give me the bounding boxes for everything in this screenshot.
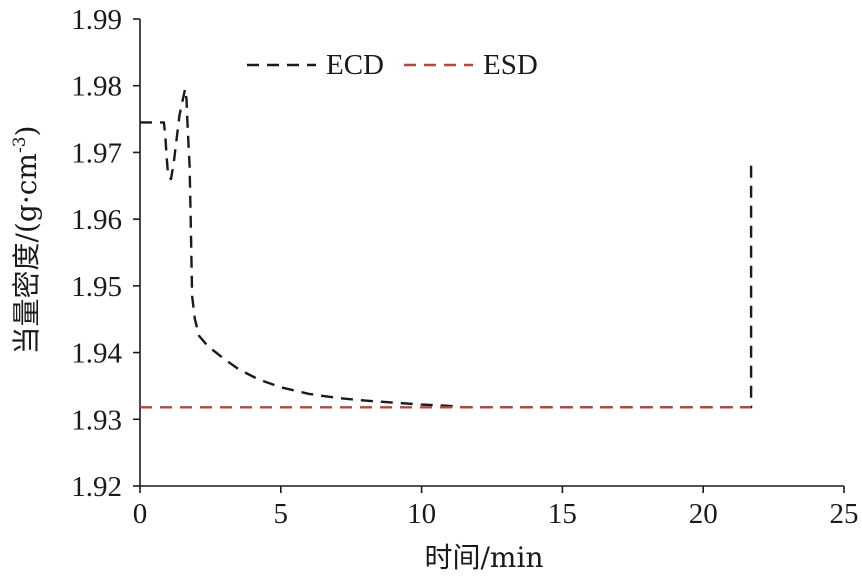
y-tick-label: 1.99 (71, 4, 122, 36)
x-tick-label: 15 (548, 498, 577, 530)
legend: ECD ESD (247, 49, 538, 81)
y-axis-title-main: 当量密度/(g·cm (10, 153, 43, 354)
legend-ecd-label: ECD (326, 49, 384, 81)
legend-esd-label: ESD (483, 49, 538, 81)
y-axis-title-superscript: -3 (10, 136, 30, 153)
y-ticks: 1.92 1.93 1.94 1.95 1.96 1.97 1.98 1.99 (71, 4, 140, 503)
y-tick-label: 1.93 (71, 404, 122, 436)
y-tick-label: 1.94 (71, 338, 122, 370)
series-layer (140, 87, 753, 409)
x-axis-title: 时间/min (425, 541, 544, 574)
y-axis-title: 当量密度/(g·cm-3) (10, 126, 43, 355)
x-tick-label: 0 (133, 498, 148, 530)
y-tick-label: 1.92 (71, 471, 122, 503)
x-tick-label: 25 (830, 498, 859, 530)
x-ticks: 0 5 10 15 20 25 (133, 486, 859, 530)
x-tick-label: 20 (689, 498, 718, 530)
series-line-ecd (140, 87, 753, 409)
y-tick-label: 1.95 (71, 271, 122, 303)
y-tick-label: 1.98 (71, 71, 122, 103)
y-axis-title-close: ) (10, 126, 43, 137)
x-tick-label: 5 (274, 498, 289, 530)
y-tick-label: 1.96 (71, 204, 122, 236)
y-tick-label: 1.97 (71, 137, 122, 169)
x-tick-label: 10 (407, 498, 436, 530)
